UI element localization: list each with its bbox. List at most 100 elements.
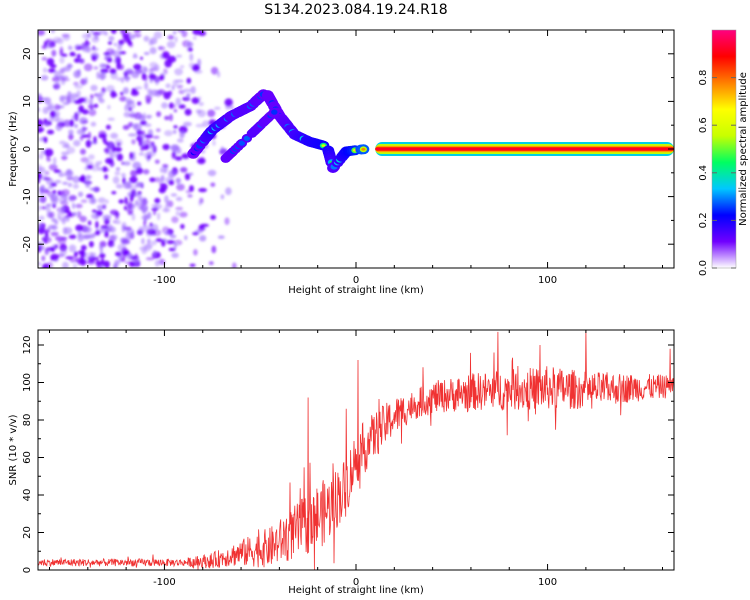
heatmap-noise-cell xyxy=(81,44,90,53)
heatmap-noise-cell xyxy=(232,262,237,268)
heatmap-noise-cell xyxy=(187,41,194,48)
heatmap-noise-cell xyxy=(193,36,197,40)
heatmap-noise-cell xyxy=(189,172,194,176)
heatmap-noise-cell xyxy=(38,197,45,203)
heatmap-noise-cell xyxy=(100,68,109,74)
heatmap-noise-cell xyxy=(141,249,147,255)
heatmap-noise-cell xyxy=(137,191,142,195)
heatmap-noise-cell xyxy=(102,204,107,210)
heatmap-noise-cell xyxy=(96,71,100,80)
heatmap-noise-cell xyxy=(181,30,185,34)
heatmap-noise-cell xyxy=(151,207,159,211)
heatmap-noise-cell xyxy=(175,178,182,183)
heatmap-noise-cell xyxy=(144,82,149,90)
heatmap-noise-cell xyxy=(88,108,97,117)
heatmap-noise-cell xyxy=(200,223,209,227)
heatmap-noise-cell xyxy=(149,177,156,183)
heatmap-noise-cell xyxy=(44,97,52,105)
heatmap-noise-cell xyxy=(50,246,56,252)
heatmap-noise-cell xyxy=(188,62,195,69)
heatmap-noise-cell xyxy=(144,138,151,147)
heatmap-noise-cell xyxy=(38,93,42,98)
heatmap-noise-cell xyxy=(48,164,58,171)
heatmap-noise-cell xyxy=(129,184,137,193)
heatmap-noise-cell xyxy=(76,90,81,98)
heatmap-noise-cell xyxy=(212,140,216,147)
heatmap-noise-cell xyxy=(59,140,66,145)
heatmap-noise-cell xyxy=(152,65,159,71)
colorbar-tick-label: 0.2 xyxy=(698,212,709,228)
heatmap-noise-cell xyxy=(59,46,64,55)
heatmap-noise-cell xyxy=(137,101,142,106)
heatmap-noise-cell xyxy=(85,226,92,233)
heatmap-noise-cell xyxy=(79,58,85,64)
heatmap-noise-cell xyxy=(208,261,214,265)
heatmap-noise-cell xyxy=(159,74,165,81)
snr-x-tick-label: -100 xyxy=(153,577,176,588)
heatmap-noise-cell xyxy=(143,169,150,175)
heatmap-noise-cell xyxy=(131,213,136,221)
heatmap-noise-cell xyxy=(187,194,193,198)
heatmap-noise-cell xyxy=(124,105,129,112)
heatmap-noise-cell xyxy=(143,243,152,252)
heatmap-noise-cell xyxy=(65,256,74,260)
heatmap-noise-cell xyxy=(149,222,153,227)
heatmap-noise-cell xyxy=(164,204,169,213)
heatmap-noise-cell xyxy=(210,66,219,75)
heatmap-noise-cell xyxy=(121,172,126,178)
heatmap-noise-cell xyxy=(136,167,143,175)
heatmap-noise-cell xyxy=(138,152,144,156)
heatmap-noise-cell xyxy=(110,30,117,34)
heatmap-noise-cell xyxy=(106,85,115,93)
heatmap-noise-cell xyxy=(80,245,87,251)
heatmap-noise-cell xyxy=(161,239,166,247)
heatmap-noise-cell xyxy=(73,99,83,104)
heatmap-noise-cell xyxy=(202,120,210,128)
heatmap-noise-cell xyxy=(162,51,170,59)
heatmap-noise-cell xyxy=(91,195,95,204)
heatmap-x-tick-label: -100 xyxy=(153,275,176,286)
heatmap-noise-cell xyxy=(116,77,122,82)
heatmap-noise-cell xyxy=(109,152,119,158)
heatmap-noise-cell xyxy=(67,97,76,104)
heatmap-noise-cell xyxy=(120,91,124,96)
heatmap-noise-cell xyxy=(115,216,119,220)
heatmap-noise-cell xyxy=(171,152,177,160)
heatmap-noise-cell xyxy=(126,208,134,213)
heatmap-noise-cell xyxy=(46,157,52,162)
heatmap-noise-cell xyxy=(51,30,55,34)
heatmap-noise-cell xyxy=(179,131,185,139)
heatmap-noise-cell xyxy=(197,96,202,101)
heatmap-noise-cell xyxy=(198,200,202,206)
heatmap-noise-cell xyxy=(154,77,160,86)
heatmap-noise-cell xyxy=(45,38,54,42)
heatmap-noise-cell xyxy=(166,240,175,245)
heatmap-noise-cell xyxy=(74,123,78,129)
heatmap-noise-cell xyxy=(77,234,84,243)
heatmap-noise-cell xyxy=(45,205,51,214)
heatmap-noise-cell xyxy=(188,47,193,52)
heatmap-noise-cell xyxy=(169,144,178,151)
heatmap-noise-cell xyxy=(144,123,152,128)
heatmap-noise-cell xyxy=(124,196,128,205)
heatmap-noise-cell xyxy=(108,35,115,42)
heatmap-noise-cell xyxy=(141,215,149,221)
heatmap-noise-cell xyxy=(95,261,103,266)
figure-title: S134.2023.084.19.24.R18 xyxy=(264,2,447,18)
heatmap-noise-cell xyxy=(40,75,49,81)
heatmap-noise-cell xyxy=(80,148,86,155)
heatmap-noise-cell xyxy=(42,136,48,141)
heatmap-noise-cell xyxy=(69,119,75,127)
heatmap-y-tick-label: 10 xyxy=(22,95,33,108)
colorbar-tick-label: 0.0 xyxy=(698,260,709,276)
heatmap-noise-cell xyxy=(123,75,131,81)
heatmap-noise-cell xyxy=(107,224,113,232)
heatmap-ridge-cell xyxy=(238,140,246,146)
heatmap-noise-cell xyxy=(116,153,124,161)
heatmap-noise-cell xyxy=(68,234,77,239)
heatmap-noise-cell xyxy=(76,211,82,219)
heatmap-noise-cell xyxy=(163,68,168,75)
heatmap-noise-cell xyxy=(149,47,157,55)
